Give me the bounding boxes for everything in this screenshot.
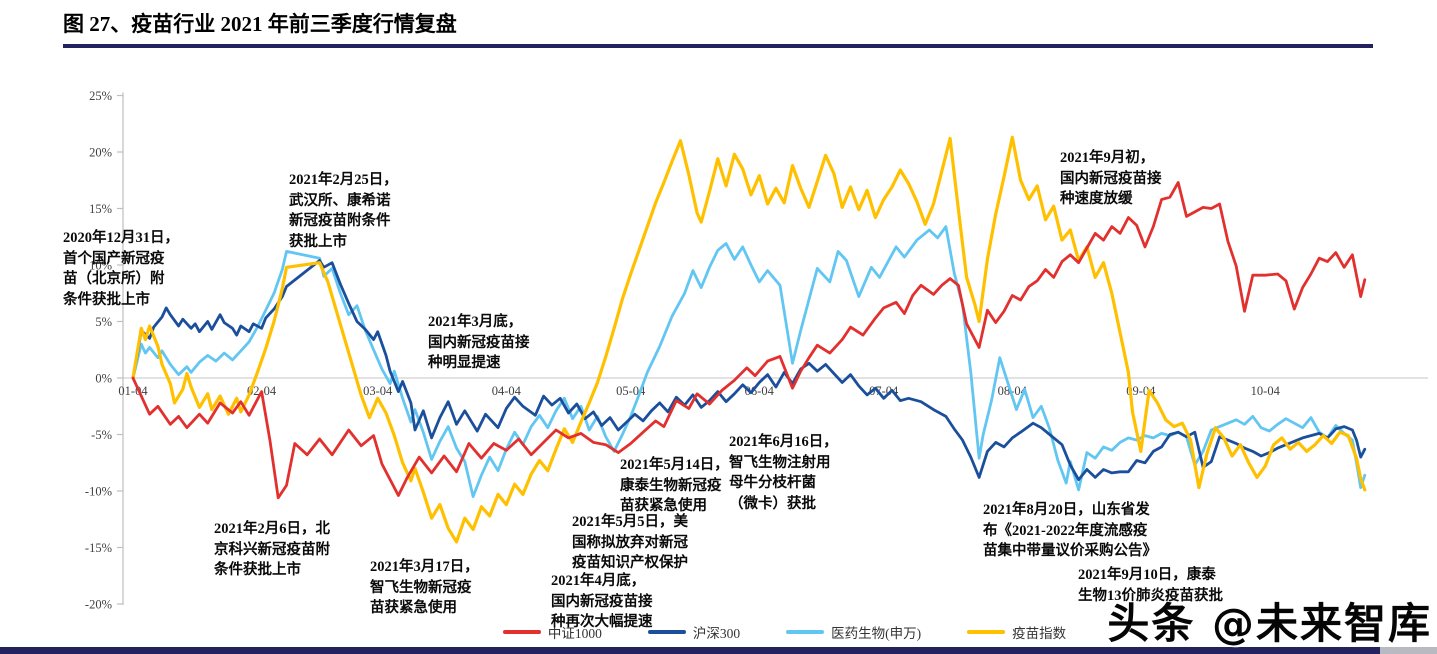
annotation-line: 2021年3月17日， — [370, 559, 479, 575]
annotation-2021-05-14: 2021年5月14日， 康泰生物新冠疫 苗获紧急使用 — [620, 455, 729, 517]
annotation-line: 苗（北京所）附 — [63, 271, 165, 287]
x-tick-label: 08-04 — [998, 384, 1028, 398]
x-tick-label: 01-04 — [118, 384, 148, 398]
legend-swatch-csi1000 — [502, 629, 541, 635]
legend-item-hs300: 沪深300 — [647, 622, 741, 642]
legend-swatch-vaccine-index — [967, 629, 1006, 635]
annotation-line: 2021年8月20日，山东省发 — [983, 502, 1150, 518]
annotation-line: 条件获批上市 — [63, 291, 150, 308]
annotation-line: 2021年2月6日，北 — [214, 521, 330, 537]
annotation-line: 智飞生物新冠疫 — [370, 579, 472, 596]
annotation-line: 首个国产新冠疫 — [63, 250, 165, 267]
annotation-line: 条件获批上市 — [214, 562, 301, 578]
annotation-2020-12-31: 2020年12月31日， 首个国产新冠疫 苗（北京所）附 条件获批上市 — [63, 228, 179, 310]
x-tick-label: 04-04 — [492, 384, 522, 398]
legend-item-vaccine-index: 疫苗指数 — [967, 622, 1066, 642]
annotation-line: 种速度放缓 — [1060, 191, 1133, 207]
annotation-line: （微卡）获批 — [729, 495, 816, 512]
y-tick-label: 5% — [95, 315, 112, 329]
legend-swatch-pharma-sw — [786, 629, 825, 635]
y-tick-label: -5% — [91, 428, 112, 442]
y-tick-label: 15% — [89, 202, 112, 216]
annotation-2021-03-end: 2021年3月底， 国内新冠疫苗接 种明显提速 — [428, 312, 530, 374]
x-tick-label: 10-04 — [1251, 384, 1281, 398]
legend-label-csi1000: 中证1000 — [547, 626, 602, 641]
y-tick-label: 20% — [89, 146, 112, 160]
annotation-line: 智飞生物注射用 — [729, 454, 831, 471]
annotation-line: 国内新冠疫苗接 — [1060, 170, 1162, 187]
annotation-line: 种再次大幅提速 — [551, 614, 653, 630]
series-line-hs300 — [131, 259, 1367, 482]
annotation-2021-02-06: 2021年2月6日，北 京科兴新冠疫苗附 条件获批上市 — [214, 519, 330, 581]
annotation-line: 2021年6月16日， — [729, 434, 838, 450]
legend-label-pharma-sw: 医药生物(申万) — [831, 626, 922, 641]
annotation-line: 2021年5月5日，美 — [572, 514, 688, 530]
legend-item-pharma-sw: 医药生物(申万) — [786, 622, 921, 642]
figure-title: 图 27、疫苗行业 2021 年前三季度行情复盘 — [63, 12, 457, 36]
annotation-line: 种明显提速 — [428, 355, 501, 371]
annotation-2021-09-early: 2021年9月初， 国内新冠疫苗接 种速度放缓 — [1060, 148, 1162, 210]
annotation-line: 2020年12月31日， — [63, 230, 179, 246]
annotation-2021-03-17: 2021年3月17日， 智飞生物新冠疫 苗获紧急使用 — [370, 557, 479, 619]
chart-legend: 中证1000 沪深300 医药生物(申万) 疫苗指数 — [66, 622, 1437, 642]
x-tick-label: 03-04 — [363, 384, 393, 398]
annotation-2021-06-16: 2021年6月16日， 智飞生物注射用 母牛分枝杆菌 （微卡）获批 — [729, 432, 838, 514]
series-line-csi1000 — [131, 181, 1367, 500]
annotation-line: 生物13价肺炎疫苗获批 — [1078, 587, 1223, 604]
title-underline-rule — [63, 44, 1373, 48]
annotation-line: 母牛分枝杆菌 — [729, 475, 816, 491]
annotation-2021-09-10: 2021年9月10日，康泰 生物13价肺炎疫苗获批 — [1078, 565, 1223, 606]
annotation-2021-02-25: 2021年2月25日， 武汉所、康希诺 新冠疫苗附条件 获批上市 — [289, 170, 398, 252]
annotation-line: 国内新冠疫苗接 — [551, 593, 653, 610]
legend-swatch-hs300 — [647, 629, 686, 635]
annotation-line: 国内新冠疫苗接 — [428, 334, 530, 351]
annotation-line: 武汉所、康希诺 — [289, 192, 391, 209]
annotation-line: 2021年9月10日，康泰 — [1078, 567, 1216, 583]
y-tick-label: -20% — [85, 598, 112, 612]
legend-label-vaccine-index: 疫苗指数 — [1012, 626, 1067, 641]
annotation-line: 康泰生物新冠疫 — [620, 477, 722, 494]
y-tick-label: 25% — [89, 89, 112, 103]
annotation-line: 疫苗知识产权保护 — [572, 555, 688, 571]
annotation-line: 苗集中带量议价采购公告》 — [983, 543, 1157, 559]
annotation-line: 2021年5月14日， — [620, 457, 729, 473]
annotation-2021-04-end: 2021年4月底， 国内新冠疫苗接 种再次大幅提速 — [551, 571, 653, 633]
annotation-2021-05-05: 2021年5月5日，美 国称拟放弃对新冠 疫苗知识产权保护 — [572, 512, 688, 574]
x-tick-label: 06-04 — [745, 384, 775, 398]
y-tick-label: 0% — [95, 372, 112, 386]
annotation-line: 国称拟放弃对新冠 — [572, 534, 688, 551]
series-line-vaccine-index — [131, 135, 1367, 544]
y-tick-label: -15% — [85, 541, 112, 555]
annotation-line: 2021年3月底， — [428, 314, 523, 330]
annotation-line: 京科兴新冠疫苗附 — [214, 541, 330, 558]
annotation-line: 获批上市 — [289, 233, 347, 250]
annotation-line: 2021年9月初， — [1060, 150, 1155, 166]
annotation-line: 苗获紧急使用 — [620, 498, 707, 514]
annotation-line: 苗获紧急使用 — [370, 600, 457, 616]
annotation-line: 布《2021-2022年度流感疫 — [983, 522, 1148, 539]
bottom-rule-gray — [1380, 647, 1437, 654]
y-tick-label: -10% — [85, 485, 112, 499]
annotation-line: 2021年4月底， — [551, 573, 646, 589]
bottom-rule-navy — [0, 647, 1380, 654]
watermark-toutiao: 头条 @未来智库 — [1107, 599, 1432, 648]
y-tick-label: 10% — [89, 259, 112, 273]
annotation-line: 新冠疫苗附条件 — [289, 213, 391, 229]
legend-item-csi1000: 中证1000 — [502, 622, 602, 642]
legend-label-hs300: 沪深300 — [692, 626, 741, 641]
annotation-line: 2021年2月25日， — [289, 172, 398, 188]
annotation-2021-08-20: 2021年8月20日，山东省发 布《2021-2022年度流感疫 苗集中带量议价采购… — [983, 500, 1157, 562]
